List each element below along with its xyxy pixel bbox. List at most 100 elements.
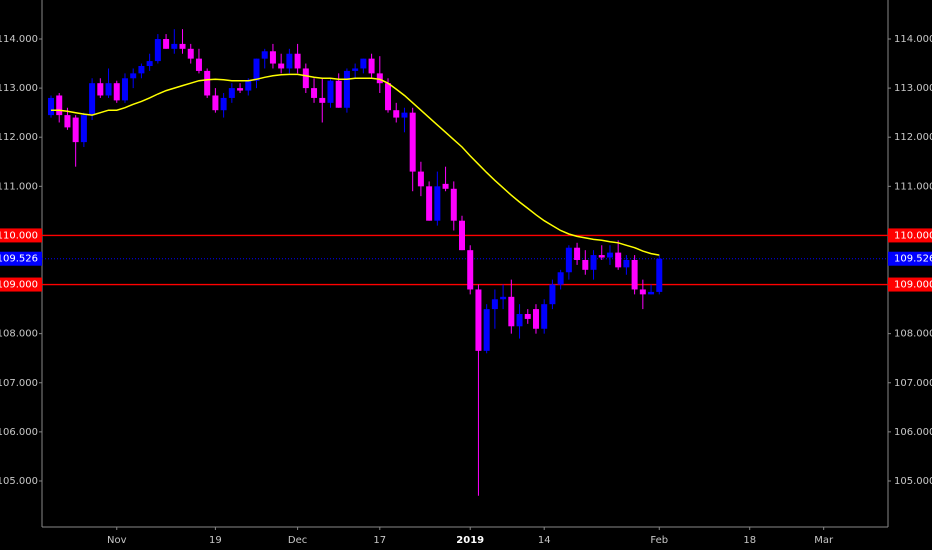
candle-body (582, 259, 589, 270)
y-tick-label: 108.000 (894, 329, 932, 340)
price-tag (888, 251, 932, 266)
candle-body (565, 247, 572, 273)
candle-body (401, 112, 408, 118)
candle-body (80, 115, 87, 143)
moving-average (51, 73, 660, 256)
candle-body (130, 73, 137, 79)
candle-body (171, 43, 178, 49)
y-tick-label: 107.000 (894, 378, 932, 389)
price-tag-label: 110.000 (894, 230, 932, 241)
candle-body (631, 259, 638, 290)
candle-body (121, 78, 128, 101)
candle-body (368, 58, 375, 74)
candle-body (253, 58, 260, 81)
candle-body (204, 70, 211, 96)
candle-body (385, 83, 392, 111)
y-tick-label: 111.000 (894, 181, 932, 192)
candle-body (195, 58, 202, 71)
candle-body (606, 252, 613, 258)
candle-body (302, 68, 309, 89)
candle-body (56, 95, 63, 116)
y-tick-label: 112.000 (0, 132, 38, 143)
price-tag-label: 109.526 (0, 254, 38, 265)
candle-body (393, 110, 400, 118)
candle-body (138, 66, 145, 74)
y-tick-label: 105.000 (0, 476, 38, 487)
candle-body (72, 117, 79, 143)
candle-body (237, 88, 244, 91)
candle-body (327, 80, 334, 103)
x-tick-label: Dec (288, 535, 307, 546)
candle-body (311, 88, 318, 98)
price-tag (888, 228, 932, 243)
candle-body (450, 188, 457, 221)
candle-body (491, 299, 498, 310)
y-tick-label: 113.000 (894, 83, 932, 94)
x-tick-label: 2019 (456, 535, 484, 546)
candle-body (187, 48, 194, 59)
candle-body (245, 80, 252, 91)
candle-body (409, 112, 416, 172)
candle-body (319, 97, 326, 103)
price-tag-label: 109.526 (894, 254, 932, 265)
candle-body (64, 115, 71, 128)
candle-body (574, 247, 581, 260)
candle-body (639, 289, 646, 295)
price-tag-label: 109.000 (0, 280, 38, 291)
y-tick-label: 111.000 (0, 181, 38, 192)
candle-body (541, 304, 548, 329)
candle-body (500, 296, 507, 300)
candle-body (426, 186, 433, 221)
y-tick-label: 112.000 (894, 132, 932, 143)
y-tick-label: 113.000 (0, 83, 38, 94)
candle-body (656, 258, 663, 292)
candle-body (146, 61, 153, 67)
candle-body (590, 255, 597, 270)
price-tag-label: 109.000 (894, 280, 932, 291)
candle-body (442, 183, 449, 189)
candle-body (97, 83, 104, 96)
y-tick-label: 114.000 (0, 34, 38, 45)
candle-body (163, 38, 170, 49)
candle-body (294, 53, 301, 69)
price-tag-label: 110.000 (0, 230, 38, 241)
candle-body (261, 51, 268, 59)
candle-body (417, 171, 424, 187)
y-tick-label: 105.000 (894, 476, 932, 487)
candle-body (220, 97, 227, 111)
candle-body (228, 88, 235, 98)
x-tick-label: 17 (373, 535, 386, 546)
candle-body (532, 309, 539, 329)
candle-body (113, 83, 120, 101)
x-tick-label: 19 (209, 535, 222, 546)
x-tick-label: Feb (650, 535, 668, 546)
y-tick-label: 107.000 (0, 378, 38, 389)
candle-body (89, 83, 96, 116)
candle-body (154, 38, 161, 62)
x-tick-label: 18 (743, 535, 756, 546)
price-tag (0, 251, 42, 266)
candle-body (352, 68, 359, 71)
x-tick-label: Mar (814, 535, 834, 546)
candle-body (467, 250, 474, 290)
y-tick-label: 106.000 (894, 427, 932, 438)
candle-body (598, 255, 605, 258)
candle-body (376, 73, 383, 84)
candle-body (278, 63, 285, 69)
candle-body (648, 291, 655, 295)
candle-body (508, 296, 515, 327)
candle-body (360, 58, 367, 69)
candle-body (335, 80, 342, 108)
x-tick-label: 14 (538, 535, 551, 546)
price-tag (0, 228, 42, 243)
candle-body (459, 220, 465, 251)
candle-body (212, 95, 219, 111)
price-tag (0, 277, 42, 292)
candle-body (623, 259, 630, 268)
y-tick-label: 108.000 (0, 329, 38, 340)
candle-body (179, 43, 186, 49)
price-tag (888, 277, 932, 292)
candle-body (286, 53, 293, 69)
